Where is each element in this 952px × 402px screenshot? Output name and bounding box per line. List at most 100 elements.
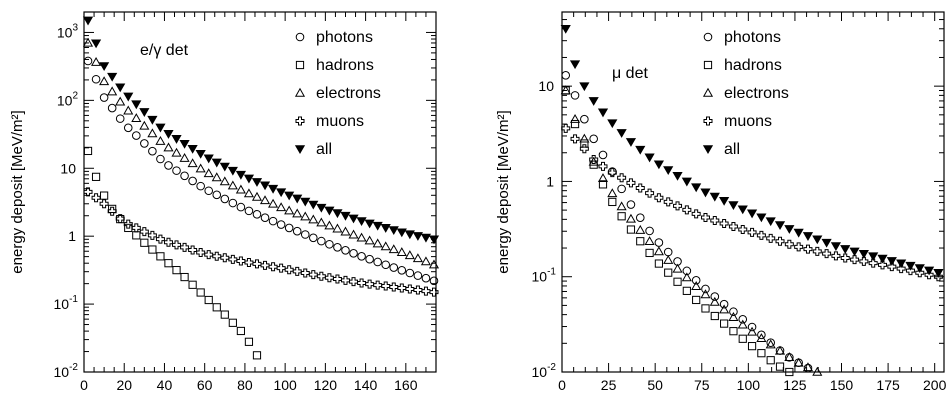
- data-point-hadrons: [701, 304, 710, 313]
- data-point-muons: [381, 281, 391, 291]
- data-point-electrons: [155, 135, 166, 145]
- data-point-electrons: [569, 113, 581, 123]
- data-point-muons: [429, 287, 439, 297]
- data-point-muons: [756, 230, 766, 240]
- data-point-muons: [196, 248, 206, 258]
- data-point-hadrons: [580, 139, 589, 148]
- data-point-all: [765, 217, 776, 227]
- data-point-photons: [645, 226, 654, 236]
- data-point-electrons: [292, 208, 303, 218]
- x-tick-label: 0: [558, 377, 566, 393]
- data-point-hadrons: [228, 318, 237, 327]
- data-point-all: [569, 60, 581, 70]
- data-point-photons: [268, 216, 278, 226]
- data-point-electrons: [616, 201, 627, 211]
- x-tick-label: 20: [116, 377, 132, 393]
- data-point-muons: [803, 244, 813, 254]
- y-axis-label: energy deposit [MeV/m²]: [495, 110, 512, 273]
- data-point-all: [428, 235, 440, 245]
- x-tick-label: 140: [354, 377, 378, 393]
- data-point-muons: [365, 279, 375, 289]
- legend-label: electrons: [316, 85, 381, 102]
- data-point-muons: [747, 227, 757, 237]
- data-point-muons: [405, 284, 415, 294]
- data-point-electrons: [737, 319, 748, 329]
- data-point-all: [364, 219, 375, 229]
- data-point-all: [380, 224, 391, 233]
- legend-label: all: [724, 141, 740, 158]
- y-tick-label: 10-1: [54, 294, 79, 312]
- data-point-all: [292, 194, 303, 204]
- legend-entry-electrons: electrons: [702, 85, 789, 102]
- data-point-all: [348, 214, 359, 224]
- data-point-muons: [316, 271, 326, 281]
- data-point-muons: [635, 183, 645, 193]
- data-point-electrons: [747, 326, 758, 336]
- data-point-hadrons: [156, 252, 165, 261]
- data-point-photons: [276, 220, 286, 229]
- data-point-electrons: [171, 147, 182, 157]
- data-point-all: [840, 245, 851, 254]
- data-point-muons: [850, 255, 860, 265]
- data-point-muons: [607, 168, 617, 178]
- data-point-electrons: [139, 120, 150, 130]
- data-point-photons: [580, 114, 589, 124]
- data-point-photons: [617, 184, 626, 194]
- data-point-electrons: [195, 163, 206, 173]
- data-point-photons: [691, 275, 701, 285]
- data-point-muons: [822, 249, 832, 259]
- legend-label: photons: [316, 29, 373, 46]
- data-point-photons: [140, 139, 149, 148]
- data-point-hadrons: [766, 356, 775, 365]
- data-point-all: [812, 235, 823, 245]
- legend-entry-hadrons: hadrons: [703, 57, 782, 74]
- data-point-electrons: [211, 172, 222, 182]
- data-point-all: [625, 138, 637, 147]
- data-point-muons: [389, 282, 399, 292]
- data-point-photons: [626, 200, 636, 209]
- legend-label: muons: [724, 113, 772, 130]
- data-point-muons: [766, 233, 776, 243]
- data-point-hadrons: [785, 367, 794, 377]
- data-point-photons: [710, 292, 720, 301]
- data-point-all: [316, 203, 327, 213]
- data-point-photons: [598, 150, 608, 160]
- x-tick-label: 160: [394, 377, 418, 393]
- data-point-muons: [139, 227, 149, 237]
- data-point-hadrons: [692, 295, 701, 305]
- data-point-all: [388, 226, 399, 236]
- left-chart-panel: 02040608010012014016010-210-1110102103di…: [9, 11, 440, 393]
- data-point-all: [308, 200, 319, 210]
- data-point-muons: [244, 257, 254, 267]
- data-point-hadrons: [148, 245, 157, 254]
- data-point-photons: [757, 330, 766, 340]
- data-point-hadrons: [757, 349, 766, 358]
- legend-marker-electrons: [294, 87, 306, 97]
- data-point-muons: [896, 264, 906, 274]
- data-point-muons: [598, 161, 608, 171]
- series-all: [82, 16, 440, 245]
- data-point-all: [858, 249, 869, 259]
- legend-label: photons: [724, 29, 781, 46]
- legend-entry-all: all: [294, 141, 332, 158]
- data-point-muons: [308, 270, 318, 280]
- data-point-all: [396, 228, 407, 238]
- data-point-electrons: [719, 304, 730, 314]
- data-point-muons: [700, 213, 710, 223]
- plot-frame: [83, 11, 437, 373]
- x-tick-label: 120: [314, 377, 338, 393]
- data-point-photons: [212, 190, 222, 200]
- data-point-photons: [413, 271, 423, 280]
- legend-marker-hadrons: [295, 60, 305, 70]
- data-point-all: [672, 171, 683, 181]
- data-point-muons: [131, 223, 141, 233]
- x-tick-label: 175: [876, 377, 900, 393]
- legend-marker-photons: [703, 32, 713, 42]
- x-tick-label: 200: [923, 377, 947, 393]
- data-point-hadrons: [775, 362, 785, 371]
- data-point-photons: [747, 322, 757, 332]
- data-point-muons: [349, 277, 359, 287]
- data-point-photons: [570, 91, 580, 100]
- y-tick-label: 1: [68, 228, 76, 244]
- data-point-muons: [123, 219, 133, 229]
